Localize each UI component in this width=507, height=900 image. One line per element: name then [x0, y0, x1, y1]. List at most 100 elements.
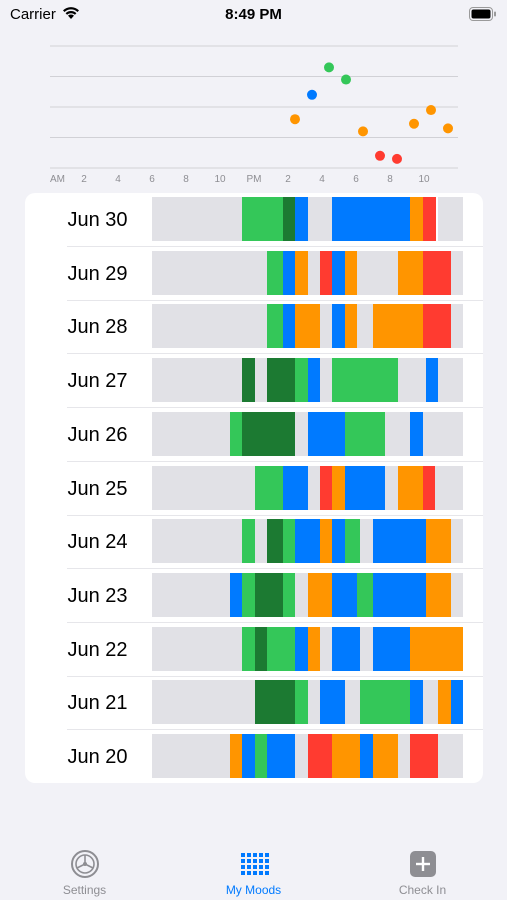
mood-segment-blue	[372, 572, 427, 617]
mood-segment-gray	[307, 250, 321, 295]
mood-day-row[interactable]: Jun 20	[25, 730, 483, 783]
mood-segment-gray	[360, 519, 374, 564]
wifi-icon	[61, 5, 81, 25]
mood-segment-green	[254, 465, 284, 510]
mood-day-row[interactable]: Jun 24	[25, 515, 483, 570]
mood-segment-orange	[410, 197, 424, 241]
settings-icon	[0, 848, 169, 880]
tab-my-moods-label: My Moods	[225, 883, 282, 897]
mood-segment-orange	[410, 626, 463, 671]
day-label: Jun 28	[67, 316, 128, 339]
mood-segment-blue	[295, 626, 309, 671]
mood-segment-gray	[450, 250, 463, 295]
mood-point	[307, 89, 317, 100]
mood-segment-orange	[438, 680, 452, 725]
status-bar: Carrier 8:49 PM	[0, 0, 507, 30]
day-label: Jun 29	[67, 262, 128, 285]
mood-segment-red	[422, 197, 436, 241]
day-label: Jun 21	[67, 692, 128, 715]
mood-segment-green	[267, 626, 296, 671]
mood-segment-orange	[344, 304, 358, 349]
mood-segment-orange	[229, 734, 243, 778]
battery-icon	[469, 7, 497, 26]
mood-segment-dark-green	[267, 358, 296, 403]
mood-segment-dark-green	[254, 572, 284, 617]
mood-day-row[interactable]: Jun 21	[25, 676, 483, 731]
mood-segment-gray	[422, 680, 439, 725]
tab-check-in[interactable]: Check In	[338, 838, 507, 900]
mood-day-row[interactable]: Jun 22	[25, 623, 483, 677]
mood-day-row[interactable]: Jun 26	[25, 408, 483, 462]
day-label: Jun 30	[67, 209, 128, 231]
mood-segment-gray	[254, 358, 268, 403]
mood-point	[375, 150, 385, 161]
mood-segment-blue	[242, 734, 256, 778]
mood-segment-gray	[397, 358, 427, 403]
mood-segment-blue	[332, 519, 346, 564]
mood-segment-gray	[357, 250, 399, 295]
x-tick-label: 6	[149, 174, 155, 185]
day-label: Jun 20	[67, 746, 128, 768]
mood-segment-blue	[282, 250, 296, 295]
mood-segment-blue	[267, 734, 296, 778]
mood-segment-gray	[152, 304, 268, 349]
mood-segment-gray	[254, 519, 268, 564]
mood-segment-blue	[344, 465, 386, 510]
mood-segment-gray	[152, 734, 231, 778]
mood-history-card: Jun 30 Jun 29 Jun 28 Jun 27 Jun 26 Jun 25 Jun …	[25, 193, 483, 783]
mood-segment-gray	[152, 680, 256, 725]
mood-strip	[152, 734, 463, 778]
mood-segment-red	[422, 465, 436, 510]
mood-point	[341, 74, 351, 85]
x-tick-label: 10	[214, 174, 226, 185]
plus-square-icon	[338, 848, 507, 880]
mood-day-row[interactable]: Jun 28	[25, 300, 483, 355]
mood-segment-gray	[152, 197, 243, 241]
row-divider	[67, 729, 483, 731]
day-label: Jun 26	[67, 423, 128, 446]
mood-segment-green	[267, 250, 284, 295]
mood-segment-orange	[295, 304, 321, 349]
mood-day-row[interactable]: Jun 30	[25, 193, 483, 247]
mood-segment-dark-green	[242, 411, 296, 456]
mood-segment-green	[254, 734, 268, 778]
mood-segment-blue	[282, 304, 296, 349]
tab-my-moods[interactable]: My Moods	[169, 838, 338, 900]
mood-strip	[152, 626, 463, 671]
mood-segment-gray	[450, 572, 463, 617]
mood-strip	[152, 411, 463, 456]
mood-segment-green	[332, 358, 399, 403]
mood-segment-green	[242, 197, 284, 241]
mood-segment-orange	[332, 465, 346, 510]
clock-time: 8:49 PM	[225, 6, 282, 23]
mood-segment-orange	[307, 626, 321, 671]
mood-segment-gray	[438, 197, 463, 241]
mood-point	[324, 62, 334, 73]
mood-segment-gray	[357, 304, 374, 349]
mood-segment-blue	[372, 626, 411, 671]
mood-segment-green	[357, 572, 374, 617]
mood-segment-gray	[307, 465, 321, 510]
mood-segment-dark-green	[267, 519, 284, 564]
tab-settings[interactable]: Settings	[0, 838, 169, 900]
mood-segment-dark-green	[254, 680, 296, 725]
mood-segment-blue	[332, 197, 411, 241]
mood-segment-blue	[372, 519, 427, 564]
mood-segment-blue	[360, 734, 374, 778]
mood-day-row[interactable]: Jun 27	[25, 354, 483, 409]
mood-segment-gray	[422, 411, 463, 456]
tab-settings-label: Settings	[62, 883, 107, 897]
mood-segment-blue	[450, 680, 463, 725]
mood-day-row[interactable]: Jun 23	[25, 569, 483, 623]
mood-day-row[interactable]: Jun 25	[25, 462, 483, 516]
mood-segment-blue	[332, 572, 358, 617]
x-tick-label: 8	[387, 174, 393, 185]
mood-segment-gray	[438, 358, 463, 403]
mood-segment-blue	[295, 519, 321, 564]
row-divider	[67, 460, 483, 462]
mood-point	[392, 153, 402, 164]
mood-segment-gray	[295, 734, 309, 778]
mood-strip	[152, 250, 463, 295]
mood-segment-blue	[295, 197, 309, 241]
mood-day-row[interactable]: Jun 29	[25, 247, 483, 301]
